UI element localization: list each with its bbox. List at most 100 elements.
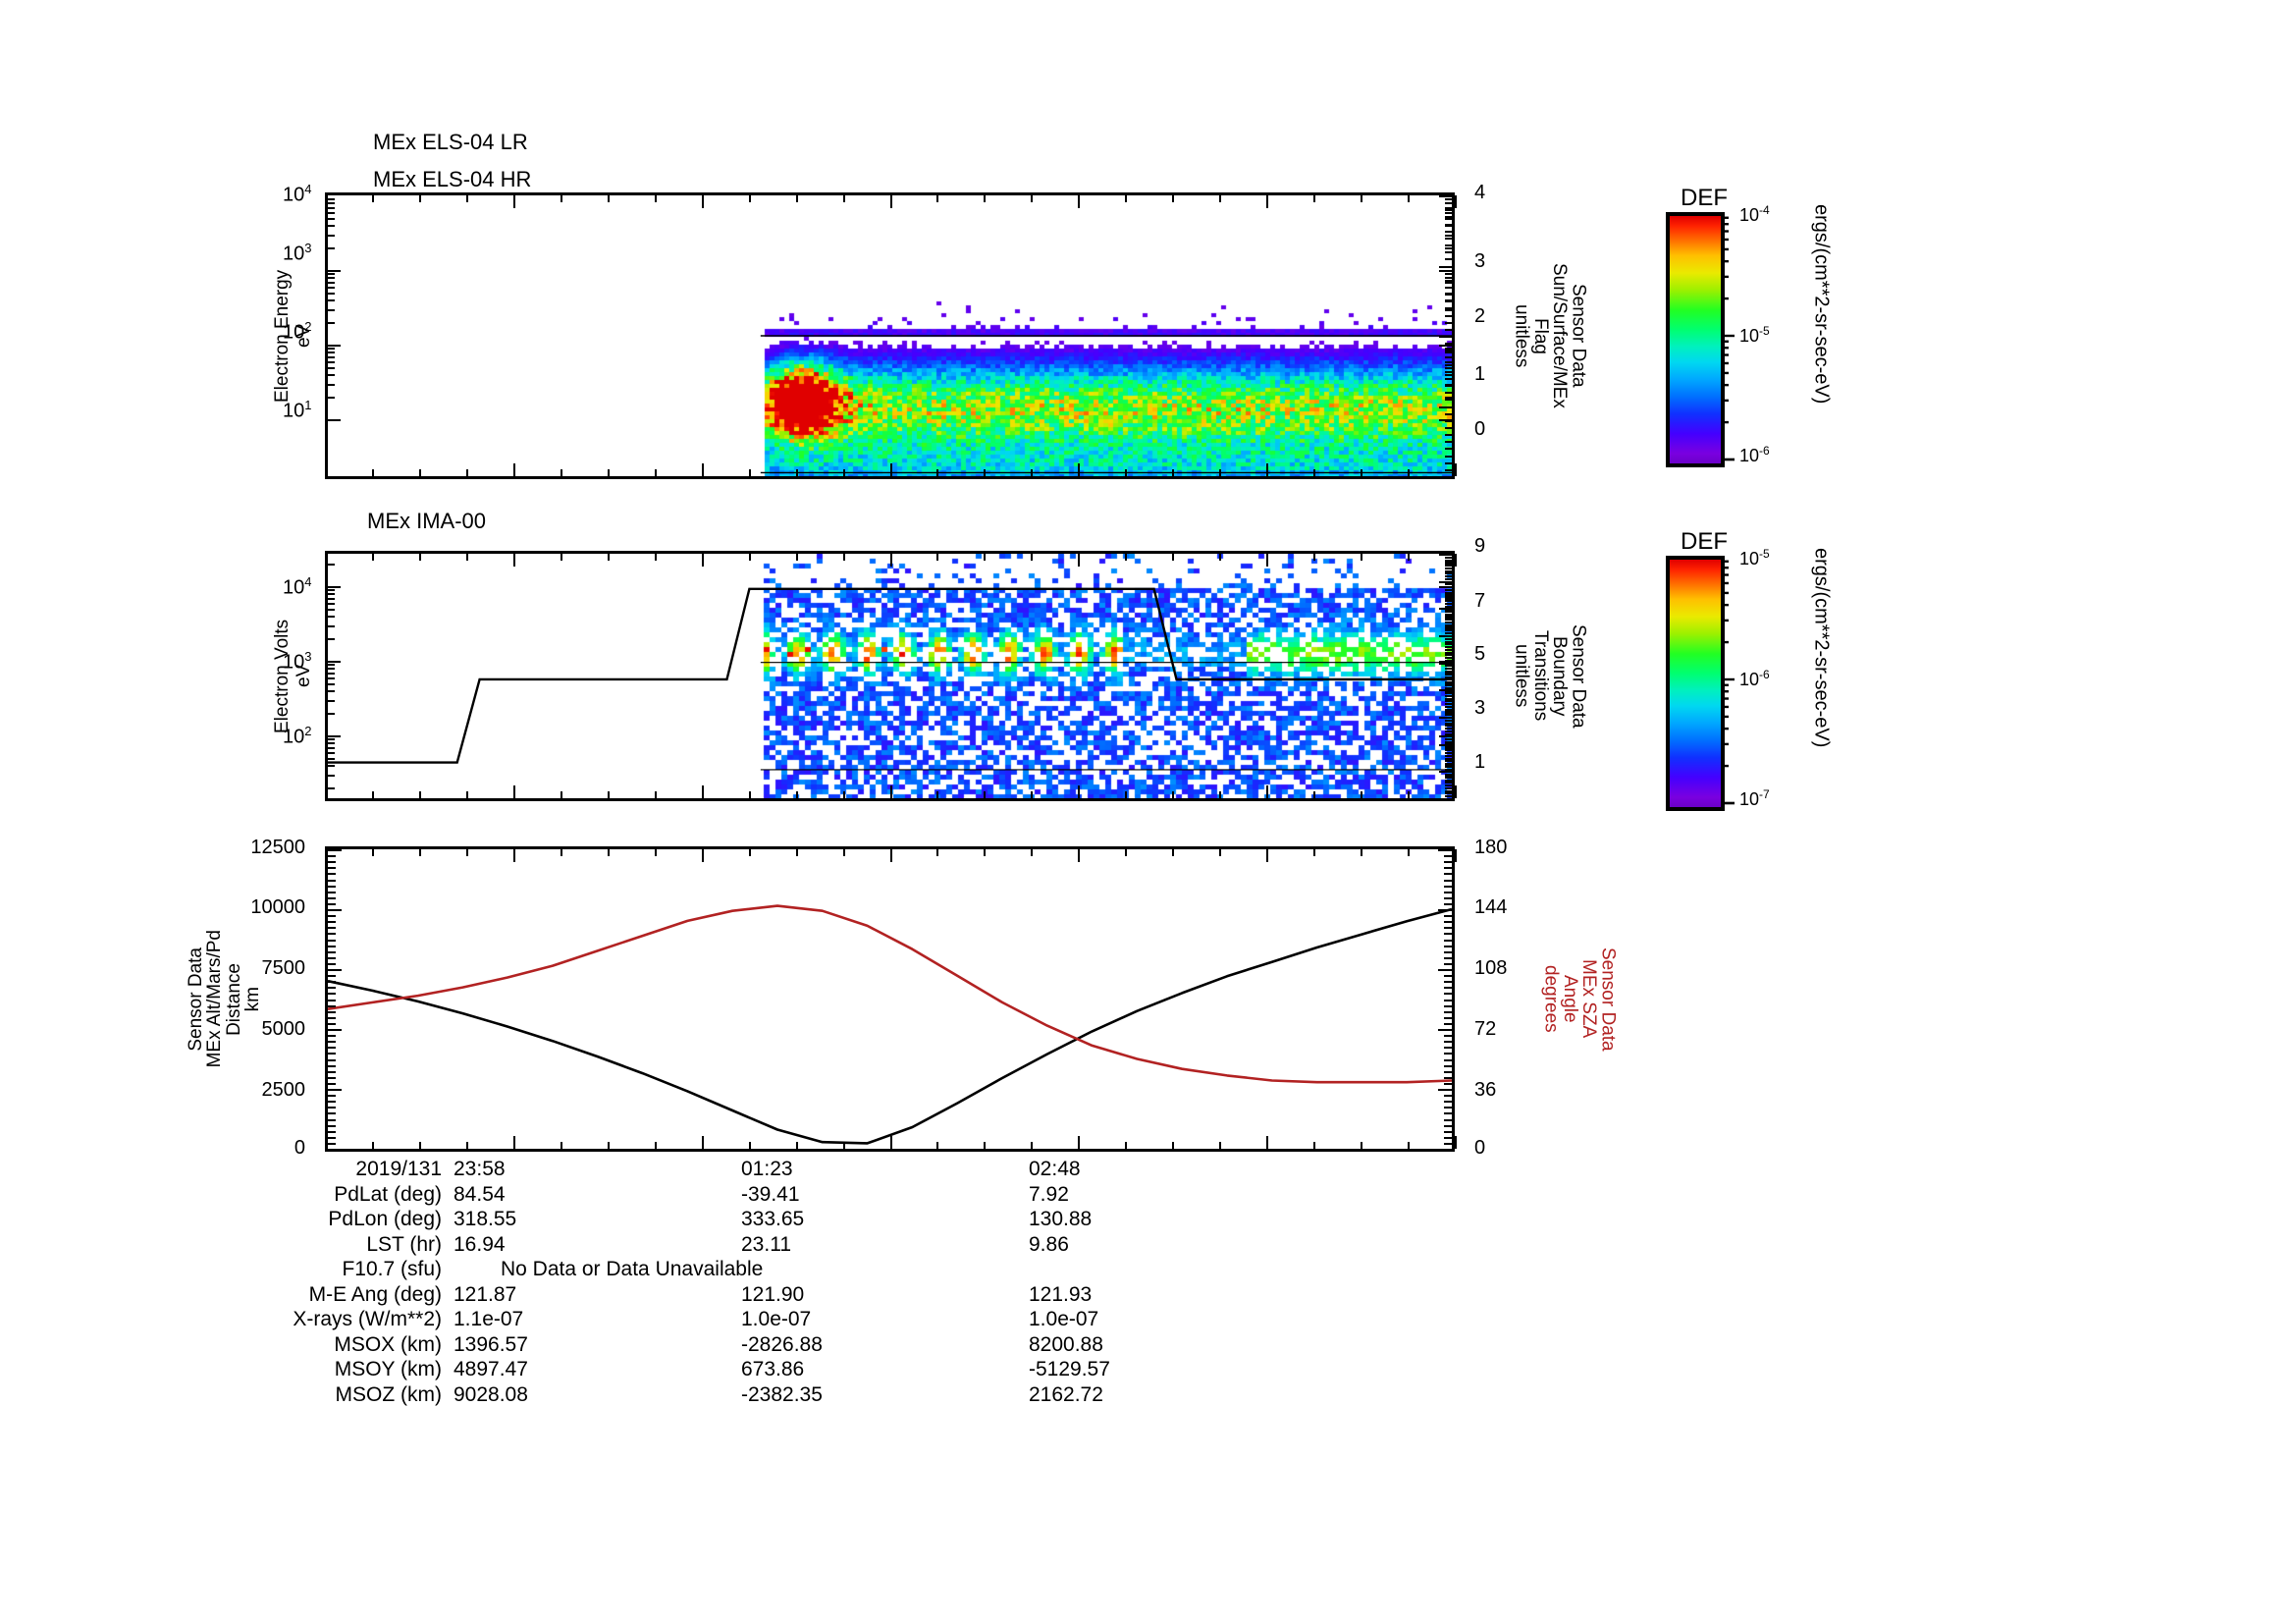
axis-tick <box>1445 728 1452 730</box>
axis-tick <box>1445 749 1452 752</box>
axis-tick <box>1445 668 1452 671</box>
axis-tick <box>465 791 468 798</box>
panel2-right-ytick-1: 1 <box>1474 751 1486 773</box>
axis-tick <box>560 195 562 202</box>
axis-tick <box>1445 697 1452 700</box>
axis-tick <box>1125 195 1128 202</box>
axis-tick <box>842 1142 845 1149</box>
axis-tick <box>1313 1142 1316 1149</box>
axis-tick <box>1444 1070 1452 1073</box>
axis-tick <box>1444 1064 1452 1067</box>
axis-tick <box>607 554 610 561</box>
panel2-right-ytick-7: 7 <box>1474 590 1486 612</box>
axis-tick <box>1445 370 1452 373</box>
axis-tick <box>1445 763 1452 766</box>
axis-tick <box>1219 469 1222 476</box>
axis-tick <box>1445 383 1452 386</box>
axis-tick <box>1444 891 1452 893</box>
axis-tick <box>1444 921 1452 924</box>
table-row-label: PdLat (deg) <box>334 1182 442 1206</box>
axis-tick <box>1444 956 1452 959</box>
axis-tick <box>1444 1136 1452 1139</box>
axis-tick <box>654 791 657 798</box>
axis-tick <box>1445 700 1452 703</box>
axis-tick <box>1445 455 1452 458</box>
axis-tick <box>1408 554 1411 561</box>
table-row-value-3: -5129.57 <box>1029 1358 1110 1380</box>
axis-tick <box>1445 308 1452 311</box>
panel2-right-label-line2: Boundary <box>1549 635 1571 717</box>
table-row-value-3: 121.93 <box>1029 1282 1093 1306</box>
axis-tick <box>1361 195 1363 202</box>
axis-tick <box>328 975 336 978</box>
axis-tick <box>1445 279 1452 282</box>
axis-tick <box>607 791 610 798</box>
axis-tick <box>1445 397 1452 400</box>
panel3-curve <box>327 907 1453 1145</box>
panel3-plot-area <box>325 846 1455 1152</box>
axis-tick <box>1445 676 1452 679</box>
axis-tick <box>1439 717 1452 719</box>
axis-tick <box>607 195 610 202</box>
axis-tick <box>1313 195 1316 202</box>
axis-tick <box>328 969 342 971</box>
axis-tick <box>328 602 335 605</box>
axis-tick <box>936 791 939 798</box>
axis-tick <box>1444 993 1452 996</box>
axis-tick <box>1078 785 1081 798</box>
axis-tick <box>328 757 335 760</box>
axis-tick <box>328 981 336 984</box>
axis-tick <box>328 987 336 990</box>
axis-tick <box>1445 307 1452 310</box>
axis-tick <box>328 664 335 667</box>
axis-tick <box>1445 795 1452 798</box>
axis-tick <box>1361 1142 1363 1149</box>
axis-tick <box>1439 662 1452 665</box>
table-row: PdLon (deg) 318.55 333.65 130.88 <box>211 1207 1316 1232</box>
axis-tick <box>328 299 335 302</box>
table-row-value-1: 1.1e-07 <box>454 1308 524 1330</box>
axis-tick <box>795 849 798 856</box>
panel1-right-ytick-4: 4 <box>1474 182 1486 203</box>
axis-tick <box>328 1076 336 1079</box>
axis-tick <box>1439 635 1452 637</box>
axis-tick <box>328 849 342 851</box>
axis-tick <box>328 202 335 205</box>
table-row-value-3: 2162.72 <box>1029 1382 1103 1406</box>
axis-tick <box>328 1041 336 1044</box>
axis-tick <box>1266 849 1269 862</box>
table-row-label: MSOY (km) <box>334 1358 442 1380</box>
table-row: MSOX (km) 1396.57 -2826.88 8200.88 <box>211 1332 1316 1358</box>
axis-tick <box>371 554 374 561</box>
axis-tick <box>1445 657 1452 660</box>
axis-tick <box>328 735 341 737</box>
colorbar1-tick-bottom: 10-6 <box>1739 444 1770 465</box>
axis-tick <box>889 785 892 798</box>
axis-tick <box>512 1136 515 1149</box>
axis-tick <box>512 785 515 798</box>
axis-tick <box>328 690 335 693</box>
axis-tick <box>328 927 336 930</box>
axis-tick <box>328 993 336 996</box>
table-row-value-1: 84.54 <box>454 1182 506 1206</box>
axis-tick <box>842 791 845 798</box>
panel2-right-label-line4: unitless <box>1511 644 1532 708</box>
table-row-value-2: 333.65 <box>741 1208 805 1230</box>
panel3-left-ytick-5000: 5000 <box>261 1018 306 1040</box>
table-row: M-E Ang (deg) 121.87 121.90 121.93 <box>211 1282 1316 1308</box>
table-row-value-3: 7.92 <box>1029 1182 1069 1206</box>
axis-tick <box>1445 694 1452 697</box>
axis-tick <box>1445 776 1452 779</box>
axis-tick <box>1439 476 1452 478</box>
axis-tick <box>328 1058 336 1061</box>
axis-tick <box>1444 1142 1452 1145</box>
axis-tick <box>1361 849 1363 856</box>
axis-tick <box>371 849 374 856</box>
axis-tick <box>328 608 335 611</box>
axis-tick <box>1408 791 1411 798</box>
panel2-ytick-1e3: 103 <box>283 649 312 674</box>
table-row-value-2: -2826.88 <box>741 1332 823 1356</box>
axis-tick <box>1445 591 1452 594</box>
axis-tick <box>328 885 336 888</box>
axis-tick <box>1445 623 1452 626</box>
